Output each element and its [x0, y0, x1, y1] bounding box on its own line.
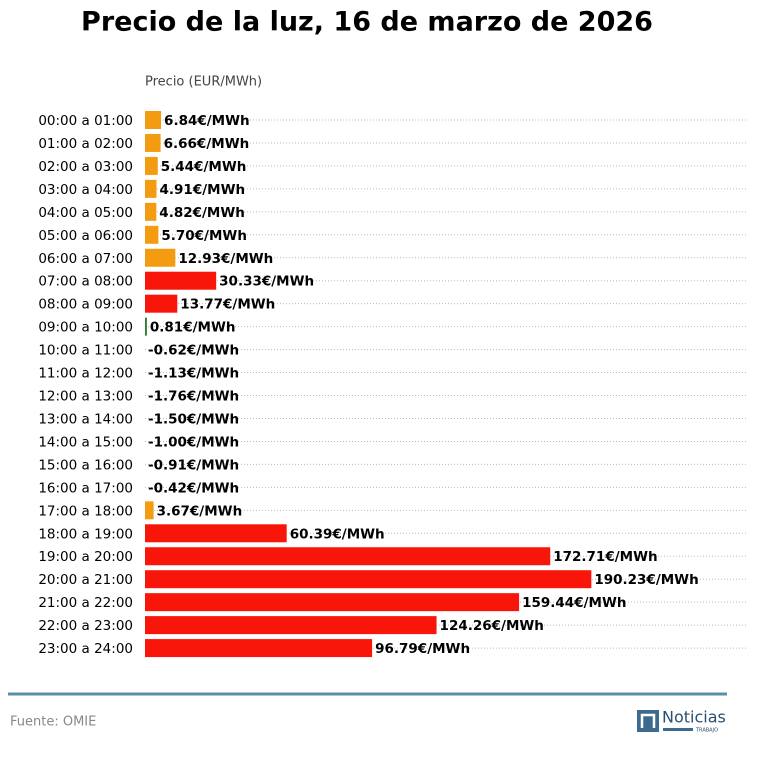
y-tick-label: 07:00 a 08:00: [38, 274, 133, 290]
chart-title: Precio de la luz, 16 de marzo de 2026: [81, 7, 653, 38]
y-tick-label: 20:00 a 21:00: [38, 572, 133, 588]
y-tick-label: 14:00 a 15:00: [38, 434, 133, 450]
y-tick-label: 19:00 a 20:00: [38, 549, 133, 565]
grid: [145, 119, 748, 649]
value-label: 96.79€/MWh: [375, 641, 470, 657]
bar: [145, 133, 161, 152]
bar: [141, 387, 145, 405]
bar: [145, 294, 178, 313]
y-tick-label: 15:00 a 16:00: [38, 457, 133, 473]
bar: [145, 156, 158, 175]
bar: [145, 317, 147, 336]
bar: [143, 455, 145, 473]
bar: [144, 478, 145, 496]
bar: [145, 501, 154, 520]
bar: [145, 639, 373, 658]
value-label: 0.81€/MWh: [150, 320, 236, 336]
value-label: 4.82€/MWh: [159, 205, 245, 221]
bar: [145, 547, 551, 566]
value-label: 3.67€/MWh: [157, 503, 243, 519]
value-label: 6.84€/MWh: [164, 113, 250, 129]
bar: [142, 364, 145, 382]
value-label: 60.39€/MWh: [290, 526, 385, 542]
y-tick-label: 04:00 a 05:00: [38, 205, 133, 221]
value-label: -1.00€/MWh: [148, 434, 239, 450]
value-label: 13.77€/MWh: [180, 297, 275, 313]
y-tick-label: 06:00 a 07:00: [38, 251, 133, 267]
logo-bar: [663, 728, 693, 731]
value-label: -0.42€/MWh: [148, 480, 239, 496]
y-tick-label: 08:00 a 09:00: [38, 297, 133, 313]
bar: [145, 248, 176, 267]
value-label: -1.76€/MWh: [148, 389, 239, 405]
value-label: 190.23€/MWh: [594, 572, 698, 588]
y-tick-label: 02:00 a 03:00: [38, 159, 133, 175]
y-tick-label: 18:00 a 19:00: [38, 526, 133, 542]
bar: [145, 179, 157, 198]
y-tick-label: 23:00 a 24:00: [38, 641, 133, 657]
value-label: 124.26€/MWh: [440, 618, 544, 634]
y-tick-label: 13:00 a 14:00: [38, 411, 133, 427]
value-label: 6.66€/MWh: [164, 136, 250, 152]
bar: [145, 111, 162, 129]
bar: [145, 271, 217, 290]
value-label: -0.62€/MWh: [148, 343, 239, 359]
y-tick-label: 09:00 a 10:00: [38, 320, 133, 336]
bar: [141, 409, 145, 427]
y-tick-label: 22:00 a 23:00: [38, 618, 133, 634]
source: Fuente: OMIE: [10, 715, 96, 730]
y-tick-label: 17:00 a 18:00: [38, 503, 133, 519]
y-tick-label: 01:00 a 02:00: [38, 136, 133, 152]
value-label: 30.33€/MWh: [219, 274, 314, 290]
bar: [143, 432, 145, 450]
y-tick-label: 03:00 a 04:00: [38, 182, 133, 198]
y-tick-label: 10:00 a 11:00: [38, 343, 133, 359]
value-label: -1.13€/MWh: [148, 366, 239, 382]
value-label: 12.93€/MWh: [178, 251, 273, 267]
bar: [145, 616, 437, 635]
y-tick-label: 05:00 a 06:00: [38, 228, 133, 244]
labels: 00:00 a 01:00 6.84€/MWh 01:00 a 02:00 6.66€…: [38, 113, 698, 657]
logo-name: Noticias: [662, 708, 726, 727]
bar: [145, 524, 287, 543]
y-tick-label: 16:00 a 17:00: [38, 480, 133, 496]
value-label: 172.71€/MWh: [553, 549, 657, 565]
axis-label: Precio (EUR/MWh): [145, 75, 262, 90]
bar: [144, 341, 145, 359]
y-tick-label: 21:00 a 22:00: [38, 595, 133, 611]
logo-icon: [637, 710, 659, 732]
logo-sub: TRABAJO: [695, 728, 718, 734]
y-tick-label: 11:00 a 12:00: [38, 366, 133, 382]
bar: [145, 593, 520, 612]
y-tick-label: 00:00 a 01:00: [38, 113, 133, 129]
value-label: 159.44€/MWh: [522, 595, 626, 611]
value-label: -1.50€/MWh: [148, 411, 239, 427]
value-label: 5.70€/MWh: [161, 228, 247, 244]
value-label: -0.91€/MWh: [148, 457, 239, 473]
bar: [145, 202, 157, 221]
bar: [145, 225, 159, 244]
y-tick-label: 12:00 a 13:00: [38, 389, 133, 405]
bars: [141, 111, 592, 658]
value-label: 4.91€/MWh: [160, 182, 246, 198]
logo-glyph: [640, 713, 656, 728]
value-label: 5.44€/MWh: [161, 159, 247, 175]
bar: [145, 570, 592, 589]
